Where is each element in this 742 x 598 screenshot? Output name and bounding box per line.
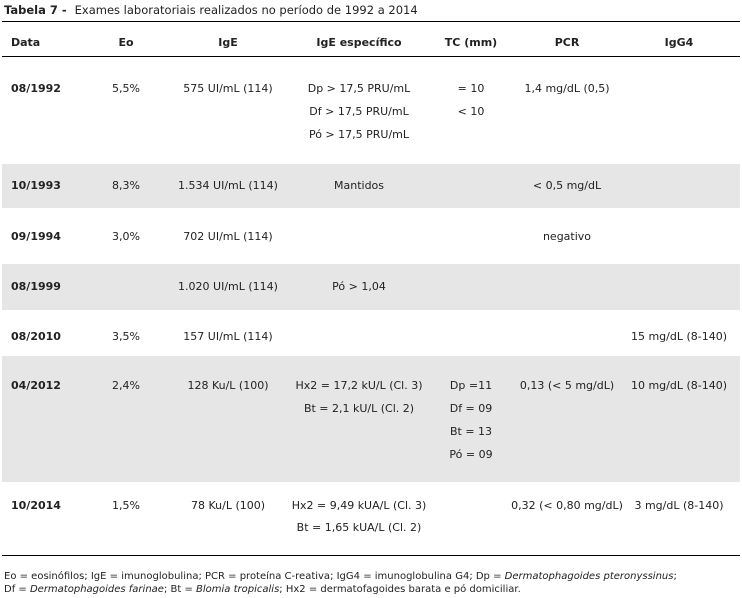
cell-eo: 3,5%: [112, 330, 140, 343]
table-row: 08/1999 1.020 UI/mL (114) Pó > 1,04: [2, 264, 740, 310]
cell-eo: 1,5%: [112, 499, 140, 512]
cell-tc: Df = 09: [449, 402, 493, 415]
cell-date: 08/1992: [11, 82, 61, 95]
table-caption: Tabela 7 - Exames laboratoriais realizado…: [4, 1, 418, 19]
table-row: 09/1994 3,0% 702 UI/mL (114) negativo: [2, 208, 740, 264]
cell-ige: 1.534 UI/mL (114): [178, 179, 278, 192]
cell-ige-especifico: Bt = 1,65 kUA/L (Cl. 2): [296, 521, 422, 534]
cell-date: 04/2012: [11, 379, 61, 392]
cell-ige-especifico: Pó > 1,04: [332, 280, 386, 293]
table-caption-text: Exames laboratoriais realizados no perío…: [74, 3, 418, 17]
footnote-species: Dermatophagoides farinae: [29, 584, 164, 595]
cell-igg4: 10 mg/dL (8-140): [630, 379, 728, 392]
table-top-rule: [2, 21, 740, 22]
cell-ige-especifico: Mantidos: [333, 179, 385, 192]
cell-tc: Bt = 13: [449, 425, 493, 438]
cell-ige: 1.020 UI/mL (114): [178, 280, 278, 293]
cell-ige-especifico: Hx2 = 17,2 kU/L (Cl. 3): [295, 379, 423, 392]
footnote-text: Eo = eosinófilos; IgE = imunoglobulina; …: [4, 571, 505, 582]
cell-tc: = 10: [457, 82, 485, 95]
table-row: 10/1993 8,3% 1.534 UI/mL (114) Mantidos …: [2, 164, 740, 208]
table-bottom-rule: [2, 555, 740, 556]
footnote-text: ; Bt =: [163, 584, 197, 595]
column-header-ige-especifico: IgE específico: [316, 36, 402, 49]
cell-pcr: 1,4 mg/dL (0,5): [524, 82, 610, 95]
cell-date: 09/1994: [11, 230, 61, 243]
column-header-pcr: PCR: [554, 36, 580, 49]
cell-ige-especifico: Df > 17,5 PRU/mL: [309, 105, 409, 118]
column-header-eo: Eo: [118, 36, 134, 49]
cell-date: 10/1993: [11, 179, 61, 192]
cell-tc: < 10: [457, 105, 485, 118]
cell-ige: 78 Ku/L (100): [190, 499, 266, 512]
cell-eo: 8,3%: [112, 179, 140, 192]
cell-pcr: 0,32 (< 0,80 mg/dL): [511, 499, 623, 512]
column-header-data: Data: [11, 36, 41, 49]
cell-date: 10/2014: [11, 499, 61, 512]
column-header-igg4: IgG4: [664, 36, 694, 49]
cell-ige: 128 Ku/L (100): [187, 379, 269, 392]
cell-tc: Pó = 09: [449, 448, 493, 461]
cell-ige-especifico: Dp > 17,5 PRU/mL: [307, 82, 411, 95]
table-row: 04/2012 2,4% 128 Ku/L (100) Hx2 = 17,2 k…: [2, 356, 740, 482]
table-header-rule: [2, 56, 740, 57]
cell-eo: 2,4%: [112, 379, 140, 392]
cell-eo: 5,5%: [112, 82, 140, 95]
table-header: Data Eo IgE IgE específico TC (mm) PCR I…: [2, 30, 740, 55]
cell-pcr: 0,13 (< 5 mg/dL): [519, 379, 615, 392]
column-header-ige: IgE: [218, 36, 238, 49]
cell-ige-especifico: Bt = 2,1 kU/L (Cl. 2): [303, 402, 415, 415]
cell-ige: 157 UI/mL (114): [183, 330, 273, 343]
footnote-line-2: Df = Dermatophagoides farinae; Bt = Blom…: [4, 583, 740, 596]
cell-igg4: 15 mg/dL (8-140): [630, 330, 728, 343]
cell-ige: 702 UI/mL (114): [183, 230, 273, 243]
cell-eo: 3,0%: [112, 230, 140, 243]
footnote-text: ; Hx2 = dermatofagoides barata e pó domi…: [279, 584, 521, 595]
cell-ige-especifico: Pó > 17,5 PRU/mL: [308, 128, 410, 141]
cell-date: 08/1999: [11, 280, 61, 293]
footnote-line-1: Eo = eosinófilos; IgE = imunoglobulina; …: [4, 570, 740, 583]
cell-ige: 575 UI/mL (114): [183, 82, 273, 95]
column-header-tc: TC (mm): [444, 36, 498, 49]
footnote-species: Dermatophagoides pteronyssinus: [504, 571, 674, 582]
table-caption-label: Tabela 7 -: [4, 3, 67, 17]
footnote-text: ;: [673, 571, 677, 582]
footnote-species: Blomia tropicalis: [196, 584, 280, 595]
cell-igg4: 3 mg/dL (8-140): [634, 499, 724, 512]
table-row: 08/2010 3,5% 157 UI/mL (114) 15 mg/dL (8…: [2, 310, 740, 356]
footnote-text: Df =: [4, 584, 30, 595]
cell-pcr: negativo: [542, 230, 592, 243]
table-footnote: Eo = eosinófilos; IgE = imunoglobulina; …: [4, 570, 740, 596]
table-row: 10/2014 1,5% 78 Ku/L (100) Hx2 = 9,49 kU…: [2, 482, 740, 554]
table-row: 08/1992 5,5% 575 UI/mL (114) Dp > 17,5 P…: [2, 60, 740, 164]
cell-pcr: < 0,5 mg/dL: [532, 179, 602, 192]
cell-ige-especifico: Hx2 = 9,49 kUA/L (Cl. 3): [291, 499, 427, 512]
cell-tc: Dp =11: [449, 379, 493, 392]
cell-date: 08/2010: [11, 330, 61, 343]
